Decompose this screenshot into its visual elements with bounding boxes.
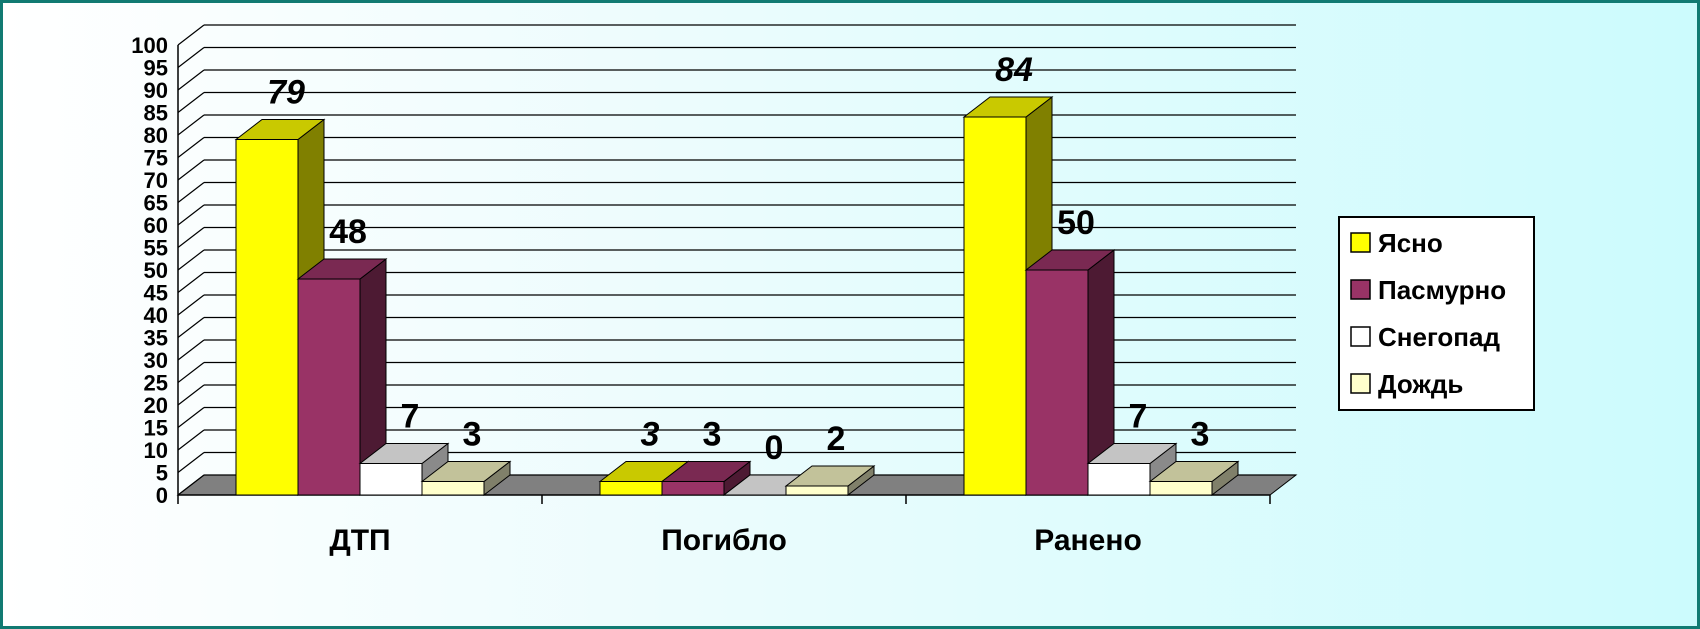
- y-tick-label: 0: [156, 483, 168, 508]
- legend-label: Снегопад: [1378, 322, 1500, 352]
- gridline-side: [177, 474, 205, 496]
- gridline-side: [177, 182, 205, 203]
- data-label: 3: [463, 416, 482, 454]
- data-label: 7: [1129, 398, 1148, 436]
- gridline-side: [177, 362, 205, 383]
- category-label: Погибло: [661, 524, 787, 557]
- y-tick-labels: 0510152025303540455055606570758085909510…: [131, 33, 168, 508]
- y-tick-label: 60: [144, 213, 168, 238]
- legend-label: Пасмурно: [1378, 275, 1506, 305]
- y-tick-label: 90: [144, 78, 168, 103]
- legend-swatch: [1350, 326, 1371, 347]
- bar-2-3: [1148, 460, 1240, 497]
- gridline-side: [177, 317, 205, 338]
- bar-front-face: [359, 463, 423, 496]
- data-label: 3: [703, 416, 722, 454]
- y-tick-label: 95: [144, 56, 168, 81]
- gridline-side: [177, 92, 205, 113]
- data-label: 3: [1191, 416, 1210, 454]
- y-tick-label: 15: [144, 416, 168, 441]
- legend-swatch: [1350, 373, 1371, 394]
- y-tick-label: 10: [144, 438, 168, 463]
- bar-front-face: [599, 481, 663, 496]
- bar-front-face: [1025, 269, 1089, 496]
- data-labels: 79 3 84 48 3 50 7 0 7 3 2 3: [267, 51, 1209, 467]
- gridline-side: [177, 69, 205, 91]
- bar-front-face: [235, 139, 299, 496]
- bar-front-face: [785, 485, 849, 496]
- gridline-side: [177, 272, 205, 293]
- gridline-side: [177, 249, 205, 271]
- bar-front-face: [421, 481, 485, 496]
- data-label: 79: [267, 74, 305, 112]
- y-tick-label: 85: [144, 101, 168, 126]
- y-tick-label: 30: [144, 348, 168, 373]
- gridline-side: [177, 339, 205, 361]
- category-label: ДТП: [329, 524, 390, 557]
- bar-front-face: [963, 116, 1027, 496]
- gridline-side: [177, 137, 205, 158]
- gridline-side: [177, 204, 205, 226]
- category-labels: ДТП Погибло Ранено: [329, 524, 1141, 557]
- data-label: 48: [329, 213, 367, 251]
- legend-label: Ясно: [1378, 228, 1443, 258]
- bar-0-3: [420, 460, 512, 497]
- gridline-side: [177, 47, 205, 68]
- y-tick-label: 55: [144, 236, 168, 261]
- bar-front-face: [297, 278, 361, 496]
- y-tick-label: 80: [144, 123, 168, 148]
- y-tick-label: 70: [144, 168, 168, 193]
- legend-swatch: [1350, 279, 1371, 300]
- bar-0-1: [296, 257, 388, 497]
- gridline-side: [177, 114, 205, 136]
- data-label: 2: [827, 420, 846, 458]
- bar-2-1: [1024, 248, 1116, 497]
- gridline-side: [177, 24, 205, 46]
- data-label: 7: [401, 398, 420, 436]
- y-tick-label: 5: [156, 461, 168, 486]
- bar-1-1: [660, 460, 752, 497]
- legend: Ясно Пасмурно Снегопад Дождь: [1338, 216, 1535, 411]
- y-tick-label: 20: [144, 393, 168, 418]
- y-tick-label: 100: [131, 33, 168, 58]
- data-label: 50: [1057, 204, 1095, 242]
- legend-label: Дождь: [1378, 369, 1463, 399]
- y-tick-label: 45: [144, 281, 168, 306]
- bar-front-face: [1149, 481, 1213, 496]
- data-label: 3: [641, 416, 660, 454]
- bar-front-face: [1087, 463, 1151, 496]
- gridline-side: [177, 227, 205, 248]
- legend-swatch: [1350, 232, 1371, 253]
- gridline-side: [177, 452, 205, 473]
- gridline-side: [177, 294, 205, 316]
- gridline-side: [177, 384, 205, 406]
- gridline-side: [177, 407, 205, 428]
- y-tick-label: 65: [144, 191, 168, 216]
- y-tick-label: 50: [144, 258, 168, 283]
- bar-0-2: [358, 442, 450, 497]
- data-label: 84: [995, 51, 1033, 89]
- y-tick-label: 75: [144, 146, 168, 171]
- y-tick-label: 35: [144, 326, 168, 351]
- bar-1-3: [784, 464, 876, 497]
- category-label: Ранено: [1034, 524, 1142, 557]
- data-label: 0: [765, 429, 784, 467]
- bars: [234, 95, 1240, 497]
- gridline-side: [177, 159, 205, 181]
- bar-front-face: [661, 481, 725, 496]
- y-tick-label: 25: [144, 371, 168, 396]
- y-tick-label: 40: [144, 303, 168, 328]
- legend-box: [1338, 216, 1535, 411]
- gridline-side: [177, 429, 205, 451]
